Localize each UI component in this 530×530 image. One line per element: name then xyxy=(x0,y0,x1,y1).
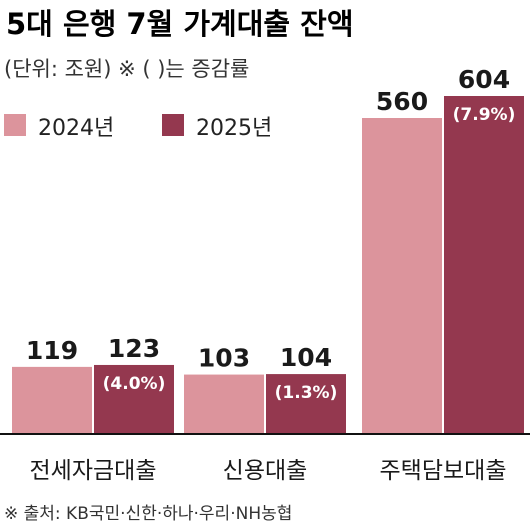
value-label-신용대출-2025년: 104 xyxy=(280,343,332,372)
change-label-주택담보대출: (7.9%) xyxy=(453,105,516,125)
bar-전세자금대출-2024년 xyxy=(12,366,92,434)
bar-주택담보대출-2025년 xyxy=(444,96,524,434)
bar-주택담보대출-2024년 xyxy=(362,118,442,434)
source-note: ※ 출처: KB국민·신한·하나·우리·NH농협 xyxy=(4,504,292,524)
change-label-전세자금대출: (4.0%) xyxy=(103,374,166,394)
bar-전세자금대출-2025년 xyxy=(94,364,174,434)
category-labels-group: 전세자금대출 신용대출 주택담보대출 xyxy=(30,458,507,484)
chart-subtitle: (단위: 조원) ※ ( )는 증감률 xyxy=(4,57,249,81)
bar-신용대출-2025년 xyxy=(266,374,346,434)
legend-swatch-2025 xyxy=(162,114,184,136)
legend-label-2024: 2024년 xyxy=(38,116,114,141)
chart-title: 5대 은행 7월 가계대출 잔액 xyxy=(6,7,354,41)
value-label-주택담보대출-2025년: 604 xyxy=(458,65,510,94)
change-label-신용대출: (1.3%) xyxy=(275,383,338,403)
category-label-신용대출: 신용대출 xyxy=(223,458,308,484)
value-label-주택담보대출-2024년: 560 xyxy=(376,87,428,116)
category-label-주택담보대출: 주택담보대출 xyxy=(380,458,507,484)
bars-group xyxy=(12,96,524,434)
legend: 2024년 2025년 xyxy=(4,114,272,141)
legend-label-2025: 2025년 xyxy=(196,116,272,141)
value-label-전세자금대출-2024년: 119 xyxy=(26,336,78,365)
value-label-전세자금대출-2025년: 123 xyxy=(108,334,160,363)
bar-신용대출-2024년 xyxy=(184,374,264,434)
category-label-전세자금대출: 전세자금대출 xyxy=(30,458,157,484)
value-label-신용대출-2024년: 103 xyxy=(198,344,250,373)
legend-swatch-2024 xyxy=(4,114,26,136)
value-labels-group: 119 123 (4.0%) 103 104 (1.3%) 560 604 (7.9%) xyxy=(26,65,515,403)
